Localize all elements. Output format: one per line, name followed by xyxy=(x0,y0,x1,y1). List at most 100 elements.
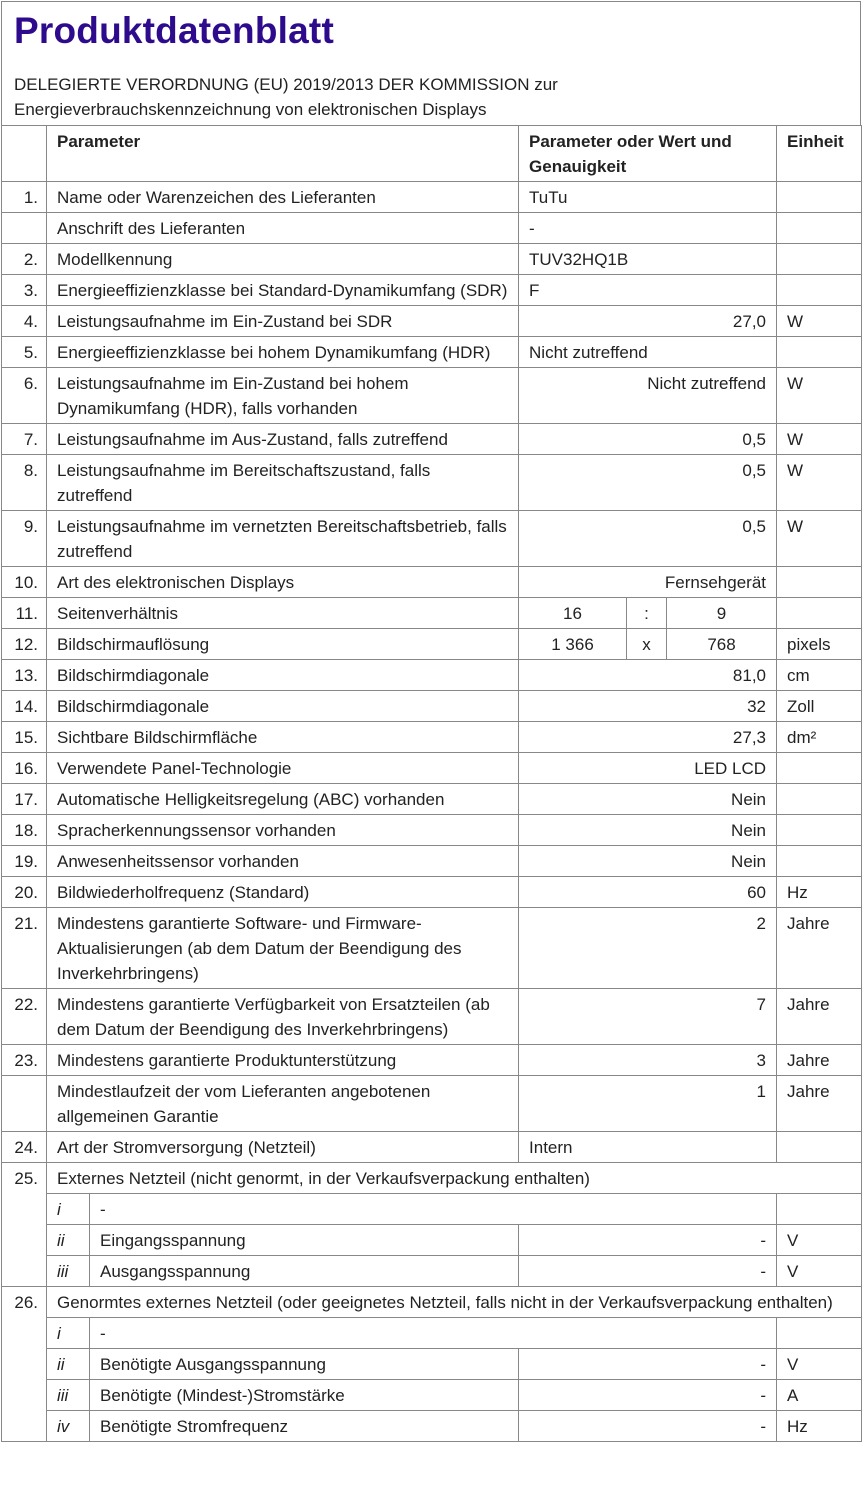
group-header-row: 26. Genormtes externes Netzteil (oder gee… xyxy=(1,1286,863,1442)
unit-cell: W xyxy=(776,510,863,567)
table-row: 3. Energieeffizienzklasse bei Standard-Dy… xyxy=(1,274,863,306)
unit-cell xyxy=(776,1193,863,1225)
parameter-cell: Anschrift des Lieferanten xyxy=(45,212,520,244)
header-value: Parameter oder Wert und Genauigkeit xyxy=(518,125,778,182)
row-number: 15. xyxy=(1,721,47,753)
row-number xyxy=(1,1075,47,1132)
value-cell: LED LCD xyxy=(518,752,778,784)
value-cell: 0,5 xyxy=(518,454,778,511)
unit-cell: V xyxy=(776,1224,863,1256)
table-row: 15. Sichtbare Bildschirmfläche 27,3 dm² xyxy=(1,721,863,753)
row-number: 6. xyxy=(1,367,47,424)
unit-cell xyxy=(776,212,863,244)
parameter-cell: Spracherkennungssensor vorhanden xyxy=(45,814,520,846)
parameter-cell: Leistungsaufnahme im Ein-Zustand bei hoh… xyxy=(45,367,520,424)
parameter-cell: Seitenverhältnis xyxy=(45,597,520,629)
parameter-cell: Anwesenheitssensor vorhanden xyxy=(45,845,520,877)
table-row: 14. Bildschirmdiagonale 32 Zoll xyxy=(1,690,863,722)
table-row: 20. Bildwiederholfrequenz (Standard) 60 Hz xyxy=(1,876,863,908)
row-number: 16. xyxy=(1,752,47,784)
document-header: Produktdatenblatt DELEGIERTE VERORDNUNG … xyxy=(1,1,861,125)
product-data-sheet: Produktdatenblatt DELEGIERTE VERORDNUNG … xyxy=(1,1,863,1442)
value-cell: Intern xyxy=(518,1131,778,1163)
unit-cell xyxy=(776,1131,863,1163)
table-row: Mindestlaufzeit der vom Lieferanten ange… xyxy=(1,1075,863,1132)
row-number: 11. xyxy=(1,597,47,629)
unit-cell: cm xyxy=(776,659,863,691)
unit-cell xyxy=(776,566,863,598)
row-number: 10. xyxy=(1,566,47,598)
table-row: 13. Bildschirmdiagonale 81,0 cm xyxy=(1,659,863,691)
unit-cell xyxy=(776,597,863,629)
unit-cell: dm² xyxy=(776,721,863,753)
sub-index: iii xyxy=(46,1379,90,1411)
value-part-2: 9 xyxy=(666,597,778,629)
table-row: 2. Modellkennung TUV32HQ1B xyxy=(1,243,863,275)
parameter-cell: Mindestens garantierte Produktunterstütz… xyxy=(45,1044,520,1076)
value-cell: Nein xyxy=(518,845,778,877)
unit-cell: W xyxy=(776,367,863,424)
unit-cell: W xyxy=(776,423,863,455)
parameter-cell: Mindestens garantierte Verfügbarkeit von… xyxy=(45,988,520,1045)
unit-cell: W xyxy=(776,454,863,511)
value-cell: 0,5 xyxy=(518,423,778,455)
sub-parameter: Ausgangsspannung xyxy=(88,1255,520,1287)
row-number: 17. xyxy=(1,783,47,815)
regulation-line-2: Energieverbrauchskennzeichnung von elekt… xyxy=(14,100,487,119)
row-number: 8. xyxy=(1,454,47,511)
table-row: 17. Automatische Helligkeitsregelung (ABC… xyxy=(1,783,863,815)
sub-index: ii xyxy=(46,1224,90,1256)
value-cell: 2 xyxy=(518,907,778,989)
sub-row: i- xyxy=(2,1193,863,1225)
table-row: 22. Mindestens garantierte Verfügbarkeit … xyxy=(1,988,863,1045)
value-cell: 0,5 xyxy=(518,510,778,567)
row-number: 12. xyxy=(1,628,47,660)
value-cell: 7 xyxy=(518,988,778,1045)
unit-cell: Jahre xyxy=(776,1044,863,1076)
unit-cell: Jahre xyxy=(776,988,863,1045)
regulation-line-1: DELEGIERTE VERORDNUNG (EU) 2019/2013 DER… xyxy=(14,75,558,94)
table-row: 11. Seitenverhältnis 16:9 xyxy=(1,597,863,629)
sub-index: i xyxy=(46,1193,90,1225)
parameter-cell: Automatische Helligkeitsregelung (ABC) v… xyxy=(45,783,520,815)
unit-cell xyxy=(776,1317,863,1349)
table-header-row: Parameter Parameter oder Wert und Genaui… xyxy=(1,125,863,182)
sub-parameter: - xyxy=(88,1193,778,1225)
unit-cell xyxy=(776,783,863,815)
sub-index: i xyxy=(46,1317,90,1349)
table-row: 10. Art des elektronischen Displays Fernse… xyxy=(1,566,863,598)
table-row: 21. Mindestens garantierte Software- und … xyxy=(1,907,863,989)
table-row: Anschrift des Lieferanten - xyxy=(1,212,863,244)
unit-cell: Hz xyxy=(776,876,863,908)
row-number: 9. xyxy=(1,510,47,567)
value-cell: Nein xyxy=(518,783,778,815)
parameter-cell: Art des elektronischen Displays xyxy=(45,566,520,598)
row-number: 21. xyxy=(1,907,47,989)
sub-row: i- xyxy=(2,1317,863,1349)
table-row: 1. Name oder Warenzeichen des Lieferanten… xyxy=(1,181,863,213)
sub-parameter: Benötigte (Mindest-)Stromstärke xyxy=(88,1379,520,1411)
sub-index: iii xyxy=(46,1255,90,1287)
group-title: Externes Netzteil (nicht genormt, in der… xyxy=(45,1162,863,1194)
row-number: 19. xyxy=(1,845,47,877)
parameter-cell: Mindestlaufzeit der vom Lieferanten ange… xyxy=(45,1075,520,1132)
value-cell: 27,0 xyxy=(518,305,778,337)
parameter-cell: Energieeffizienzklasse bei Standard-Dyna… xyxy=(45,274,520,306)
unit-cell: A xyxy=(776,1379,863,1411)
parameter-cell: Mindestens garantierte Software- und Fir… xyxy=(45,907,520,989)
table-row: 23. Mindestens garantierte Produktunterst… xyxy=(1,1044,863,1076)
sub-value: - xyxy=(518,1224,778,1256)
parameter-cell: Leistungsaufnahme im vernetzten Bereitsc… xyxy=(45,510,520,567)
sub-parameter: Benötigte Stromfrequenz xyxy=(88,1410,520,1442)
parameter-cell: Bildschirmdiagonale xyxy=(45,659,520,691)
value-cell: 81,0 xyxy=(518,659,778,691)
sub-value: - xyxy=(518,1379,778,1411)
group-title: Genormtes externes Netzteil (oder geeign… xyxy=(45,1286,863,1318)
table-row: 5. Energieeffizienzklasse bei hohem Dynam… xyxy=(1,336,863,368)
parameter-cell: Bildschirmdiagonale xyxy=(45,690,520,722)
unit-cell: pixels xyxy=(776,628,863,660)
value-cell: TuTu xyxy=(518,181,778,213)
value-cell: 1 xyxy=(518,1075,778,1132)
sub-row: iii Benötigte (Mindest-)Stromstärke - A xyxy=(2,1379,863,1411)
row-number: 5. xyxy=(1,336,47,368)
